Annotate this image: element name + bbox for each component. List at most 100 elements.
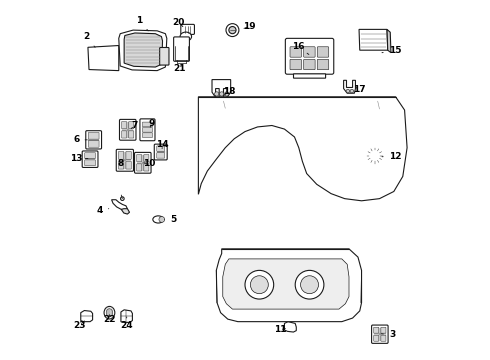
FancyBboxPatch shape <box>160 48 169 65</box>
Text: 12: 12 <box>382 152 401 161</box>
Polygon shape <box>121 310 132 322</box>
FancyBboxPatch shape <box>290 47 301 57</box>
FancyBboxPatch shape <box>374 327 379 333</box>
Text: 15: 15 <box>382 46 401 55</box>
Text: 5: 5 <box>165 215 176 224</box>
Circle shape <box>346 89 350 93</box>
Text: 16: 16 <box>292 42 309 54</box>
Circle shape <box>245 270 274 299</box>
FancyBboxPatch shape <box>371 325 388 343</box>
Text: 3: 3 <box>381 330 395 339</box>
Polygon shape <box>119 30 167 71</box>
FancyBboxPatch shape <box>285 39 334 74</box>
Text: 20: 20 <box>172 18 185 27</box>
FancyBboxPatch shape <box>85 153 96 158</box>
Text: 17: 17 <box>353 85 366 94</box>
FancyBboxPatch shape <box>122 131 126 138</box>
FancyBboxPatch shape <box>119 161 124 169</box>
FancyBboxPatch shape <box>381 335 386 341</box>
Text: 21: 21 <box>173 64 185 73</box>
Polygon shape <box>223 259 349 309</box>
Text: 24: 24 <box>121 317 133 330</box>
Text: 7: 7 <box>131 121 138 130</box>
Ellipse shape <box>180 32 192 41</box>
Polygon shape <box>81 311 93 321</box>
FancyBboxPatch shape <box>157 153 165 158</box>
Polygon shape <box>124 33 163 67</box>
FancyBboxPatch shape <box>88 140 99 147</box>
Text: 11: 11 <box>273 325 286 334</box>
Circle shape <box>159 217 165 222</box>
FancyBboxPatch shape <box>143 122 152 127</box>
FancyBboxPatch shape <box>290 59 301 70</box>
FancyBboxPatch shape <box>119 152 124 159</box>
Polygon shape <box>285 321 296 332</box>
FancyBboxPatch shape <box>137 154 142 162</box>
Circle shape <box>229 27 236 34</box>
Polygon shape <box>387 30 391 53</box>
Text: 14: 14 <box>156 140 169 149</box>
Polygon shape <box>359 30 388 50</box>
Circle shape <box>350 89 354 93</box>
FancyBboxPatch shape <box>181 24 195 35</box>
FancyBboxPatch shape <box>144 164 149 171</box>
FancyBboxPatch shape <box>381 327 386 333</box>
Polygon shape <box>122 209 129 214</box>
FancyBboxPatch shape <box>129 131 134 138</box>
Polygon shape <box>112 200 127 211</box>
FancyBboxPatch shape <box>85 160 96 166</box>
FancyBboxPatch shape <box>304 47 315 57</box>
Circle shape <box>367 148 383 163</box>
Text: 13: 13 <box>70 154 88 163</box>
Text: 8: 8 <box>117 159 123 168</box>
Polygon shape <box>198 97 407 201</box>
Text: 4: 4 <box>97 206 109 215</box>
Ellipse shape <box>104 306 115 319</box>
Polygon shape <box>216 249 362 321</box>
Circle shape <box>224 92 229 96</box>
Text: 18: 18 <box>222 86 235 96</box>
FancyBboxPatch shape <box>317 59 329 70</box>
FancyBboxPatch shape <box>317 47 329 57</box>
Circle shape <box>370 151 379 160</box>
Text: 22: 22 <box>103 315 116 324</box>
FancyBboxPatch shape <box>82 151 98 167</box>
Text: 2: 2 <box>83 32 95 47</box>
Circle shape <box>226 24 239 37</box>
Circle shape <box>295 270 324 299</box>
FancyBboxPatch shape <box>144 154 149 162</box>
FancyBboxPatch shape <box>129 122 134 129</box>
FancyBboxPatch shape <box>157 146 165 151</box>
Text: 19: 19 <box>243 22 256 31</box>
FancyBboxPatch shape <box>126 152 131 159</box>
FancyBboxPatch shape <box>143 133 152 138</box>
Polygon shape <box>343 80 355 93</box>
Text: 1: 1 <box>136 16 148 31</box>
FancyBboxPatch shape <box>120 120 136 140</box>
FancyBboxPatch shape <box>116 149 133 171</box>
FancyBboxPatch shape <box>88 132 99 139</box>
FancyBboxPatch shape <box>86 131 101 149</box>
Polygon shape <box>88 45 119 71</box>
Text: 10: 10 <box>143 159 155 168</box>
Text: 6: 6 <box>74 135 87 144</box>
FancyBboxPatch shape <box>135 152 151 173</box>
Ellipse shape <box>153 216 164 223</box>
Text: 9: 9 <box>148 119 155 128</box>
Circle shape <box>215 92 219 96</box>
FancyBboxPatch shape <box>374 335 379 341</box>
Ellipse shape <box>106 309 113 317</box>
FancyBboxPatch shape <box>143 127 152 132</box>
FancyBboxPatch shape <box>126 161 131 169</box>
FancyBboxPatch shape <box>137 164 142 171</box>
Circle shape <box>250 276 269 294</box>
FancyBboxPatch shape <box>294 74 325 78</box>
FancyBboxPatch shape <box>122 122 126 129</box>
Circle shape <box>220 92 224 96</box>
Circle shape <box>300 276 318 294</box>
Circle shape <box>121 197 124 201</box>
FancyBboxPatch shape <box>154 144 167 160</box>
Polygon shape <box>212 80 231 98</box>
FancyBboxPatch shape <box>140 119 155 141</box>
FancyBboxPatch shape <box>173 37 190 61</box>
